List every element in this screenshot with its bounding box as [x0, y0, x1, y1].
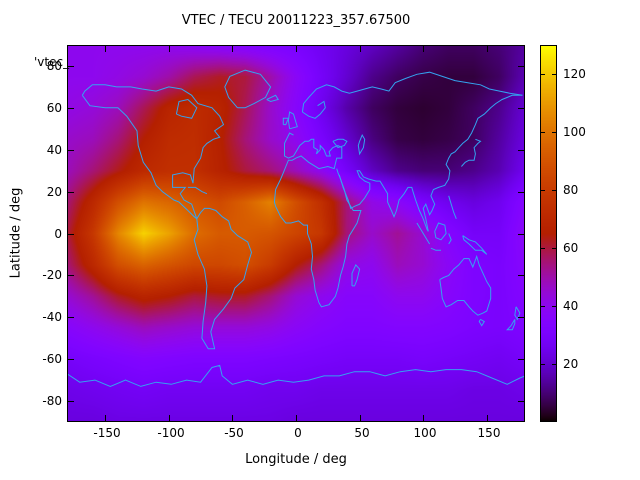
y-tick-label: 20	[46, 185, 62, 199]
colorbar-tick-label: 120	[563, 67, 586, 81]
y-tick-label: -60	[42, 352, 62, 366]
chart-title: VTEC / TECU 20011223_357.67500	[181, 13, 411, 28]
x-tick-label: -50	[224, 426, 244, 440]
y-tick-label: -40	[42, 310, 62, 324]
x-tick-label: -150	[93, 426, 121, 440]
colorbar-tick-label: 60	[563, 241, 579, 255]
heatmap-canvas	[67, 45, 525, 422]
y-tick-label: -80	[42, 394, 62, 408]
x-tick-label: -100	[157, 426, 185, 440]
y-tick-label: 0	[54, 227, 62, 241]
colorbar-tick-label: 40	[563, 299, 579, 313]
y-tick-label: 40	[46, 143, 62, 157]
x-tick-label: 150	[477, 426, 501, 440]
y-axis-label: Latitude / deg	[8, 187, 24, 279]
y-tick-label: 60	[46, 101, 62, 115]
x-tick-label: 0	[294, 426, 302, 440]
x-axis-label: Longitude / deg	[245, 452, 347, 467]
y-tick-label: -20	[42, 268, 62, 282]
y-tick-label: 80	[46, 59, 62, 73]
x-tick-label: 50	[354, 426, 370, 440]
colorbar-tick-label: 80	[563, 183, 579, 197]
legend-entry: 'vtec_	[34, 55, 70, 69]
colorbar-tick-label: 100	[563, 125, 586, 139]
colorbar-canvas	[540, 45, 557, 422]
colorbar-tick-label: 20	[563, 357, 579, 371]
x-tick-label: 100	[413, 426, 437, 440]
